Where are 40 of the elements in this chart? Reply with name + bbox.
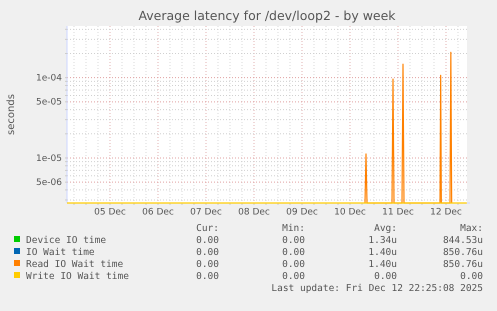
y-tick-label: 5e-06 — [36, 178, 62, 188]
x-tick-label: 07 Dec — [190, 207, 222, 218]
chart-title: Average latency for /dev/loop2 - by week — [138, 8, 396, 23]
text: 0.00 — [282, 235, 306, 246]
text: 0.00 — [460, 271, 484, 282]
text: Cur: — [196, 223, 219, 234]
x-tick-label: 12 Dec — [430, 207, 462, 218]
text: Max: — [460, 223, 483, 234]
text: 850.76u — [442, 259, 483, 270]
text: 0.00 — [282, 271, 306, 282]
text: 0.00 — [374, 271, 398, 282]
text: 1.34u — [368, 235, 397, 246]
legend-label: Device IO time — [26, 235, 106, 246]
y-tick-label: 1e-05 — [36, 154, 62, 164]
legend-label: Read IO Wait time — [26, 259, 124, 270]
x-tick-label: 11 Dec — [382, 207, 414, 218]
y-axis-title: seconds — [6, 94, 17, 135]
y-tick-label: 5e-05 — [36, 98, 62, 108]
text: Min: — [282, 223, 305, 234]
y-tick-label: 1e-04 — [36, 74, 62, 84]
text: 844.53u — [442, 235, 483, 246]
text: 0.00 — [282, 259, 306, 270]
x-tick-label: 06 Dec — [142, 207, 174, 218]
text: 850.76u — [442, 247, 483, 258]
x-tick-label: 10 Dec — [334, 207, 366, 218]
line-series — [364, 52, 452, 204]
text: 1.40u — [368, 247, 397, 258]
text: 0.00 — [282, 247, 306, 258]
text: 0.00 — [196, 259, 220, 270]
text: Avg: — [374, 223, 397, 234]
x-tick-label: 05 Dec — [94, 207, 126, 218]
text: 0.00 — [196, 271, 220, 282]
legend-label: IO Wait time — [26, 247, 95, 258]
text: 1.40u — [368, 259, 397, 270]
text: 0.00 — [196, 235, 220, 246]
text: Last update: Fri Dec 12 22:25:08 2025 — [271, 283, 483, 294]
x-tick-label: 08 Dec — [238, 207, 270, 218]
legend-label: Write IO Wait time — [26, 271, 130, 282]
text: 0.00 — [196, 247, 220, 258]
x-tick-label: 09 Dec — [286, 207, 318, 218]
